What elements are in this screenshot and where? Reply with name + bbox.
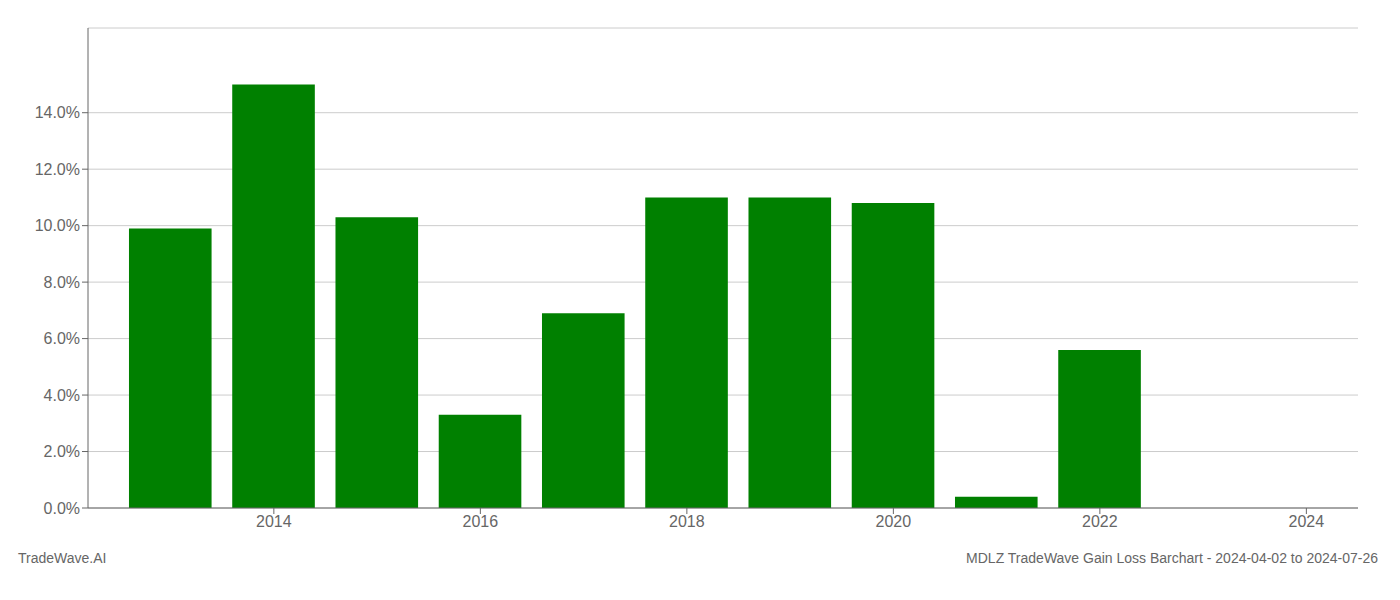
svg-text:10.0%: 10.0% (35, 217, 80, 234)
svg-text:2024: 2024 (1289, 513, 1325, 530)
svg-text:2.0%: 2.0% (44, 443, 80, 460)
svg-text:2020: 2020 (876, 513, 912, 530)
svg-text:12.0%: 12.0% (35, 161, 80, 178)
svg-text:2016: 2016 (463, 513, 499, 530)
svg-text:2018: 2018 (669, 513, 705, 530)
svg-text:4.0%: 4.0% (44, 387, 80, 404)
svg-text:2022: 2022 (1082, 513, 1118, 530)
svg-text:0.0%: 0.0% (44, 500, 80, 517)
svg-text:6.0%: 6.0% (44, 330, 80, 347)
html-text:TradeWave.AI: TradeWave.AI (18, 550, 107, 566)
svg-text:14.0%: 14.0% (35, 104, 80, 121)
html-text:MDLZ TradeWave Gain Loss Barch: MDLZ TradeWave Gain Loss Barchart - 2024… (966, 550, 1378, 566)
svg-text:8.0%: 8.0% (44, 274, 80, 291)
svg-text:2014: 2014 (256, 513, 292, 530)
